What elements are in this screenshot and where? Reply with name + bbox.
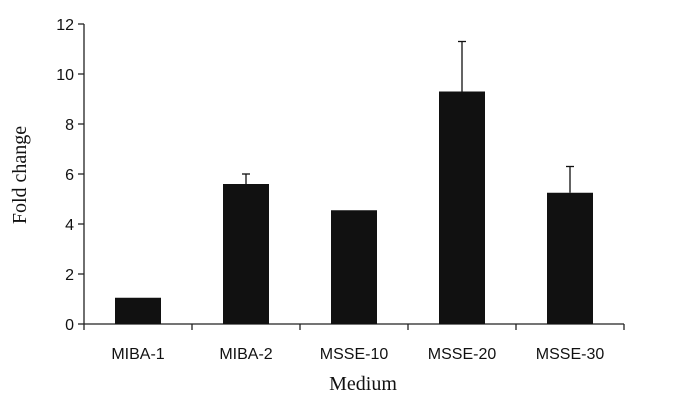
y-axis-title: Fold change xyxy=(9,126,31,224)
y-tick-label: 4 xyxy=(65,217,74,234)
x-axis-title: Medium xyxy=(329,373,397,395)
y-tick-label: 0 xyxy=(65,317,74,334)
y-tick-label: 12 xyxy=(56,17,74,34)
x-tick-label: MSSE-10 xyxy=(320,346,389,363)
x-tick-label: MSSE-30 xyxy=(536,346,605,363)
y-tick-label: 8 xyxy=(65,117,74,134)
bars xyxy=(115,40,593,324)
y-tick-label: 2 xyxy=(65,267,74,284)
x-tick-label: MIBA-2 xyxy=(219,346,272,363)
x-tick-label: MSSE-20 xyxy=(428,346,497,363)
bar xyxy=(331,210,377,324)
x-tick-label: MIBA-1 xyxy=(111,346,164,363)
bar xyxy=(439,91,485,324)
bar xyxy=(115,297,161,324)
y-tick-label: 6 xyxy=(65,167,74,184)
x-axis: MIBA-1 MIBA-2 MSSE-10 MSSE-20 MSSE-30 xyxy=(83,323,625,363)
y-tick-label: 10 xyxy=(56,67,74,84)
y-axis: 0 2 4 6 8 10 12 xyxy=(56,17,85,334)
bar xyxy=(547,192,593,324)
bar xyxy=(223,184,269,324)
